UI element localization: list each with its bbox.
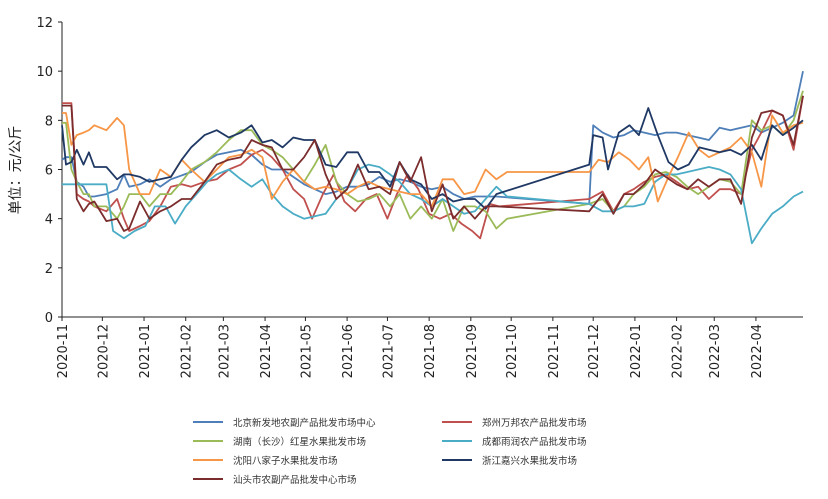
y-tick-label: 6 <box>45 164 53 179</box>
x-tick-label: 2021-05 <box>299 324 314 378</box>
x-tick-label: 2021-12 <box>587 324 602 378</box>
y-tick-label: 0 <box>45 311 53 326</box>
series-line-5 <box>61 107 804 210</box>
legend: 北京新发地农副产品批发市场中心 郑州万邦农产品批发市场湖南（长沙）红星水果批发市场… <box>193 417 587 486</box>
x-tick-label: 2021-04 <box>259 324 274 378</box>
legend-label: 汕头市农副产品批发中心市场 <box>233 474 357 486</box>
x-tick-label: 2021-03 <box>217 324 232 378</box>
x-tick-label: 2022-04 <box>750 324 765 378</box>
legend-label: 沈阳八家子水果批发市场 <box>233 455 338 467</box>
x-tick-label: 2022-01 <box>629 324 644 378</box>
x-tick-group: 2020-11 2020-12 2021-01 2021-02 2021-03 2021-… <box>56 317 765 378</box>
x-tick-label: 2021-02 <box>180 324 195 378</box>
x-tick-label: 2021-09 <box>465 324 480 378</box>
y-tick-label: 4 <box>45 213 53 228</box>
x-tick-label: 2021-06 <box>341 324 356 378</box>
legend-label: 湖南（长沙）红星水果批发市场 <box>233 436 366 448</box>
series-line-6 <box>62 95 804 232</box>
y-tick-label: 10 <box>36 65 53 80</box>
x-tick-label: 2021-08 <box>423 324 438 378</box>
legend-item: 沈阳八家子水果批发市场 <box>193 455 338 467</box>
legend-item: 浙江嘉兴水果批发市场 <box>442 455 577 467</box>
series-line-4 <box>62 112 804 208</box>
legend-item: 郑州万邦农产品批发市场 <box>442 417 587 429</box>
y-axis-title: 单位：元/公斤 <box>8 126 24 215</box>
legend-label: 成都雨润农产品批发市场 <box>482 436 587 448</box>
legend-item: 北京新发地农副产品批发市场中心 <box>193 417 376 429</box>
y-tick-label: 2 <box>45 262 53 277</box>
legend-item: 湖南（长沙）红星水果批发市场 <box>193 436 366 448</box>
series-lines <box>61 71 804 245</box>
y-tick-group: 0 2 4 6 8 10 12 <box>36 16 62 326</box>
x-tick-label: 2020-12 <box>96 324 111 378</box>
legend-item: 汕头市农副产品批发中心市场 <box>193 474 357 486</box>
x-tick-label: 2022-03 <box>708 324 723 378</box>
x-tick-label: 2021-10 <box>505 324 520 378</box>
legend-label: 郑州万邦农产品批发市场 <box>482 417 587 429</box>
legend-label: 北京新发地农副产品批发市场中心 <box>233 417 376 429</box>
y-tick-label: 8 <box>45 114 53 129</box>
x-tick-label: 2022-02 <box>671 324 686 378</box>
x-tick-label: 2021-01 <box>138 324 153 378</box>
x-tick-label: 2020-11 <box>56 324 71 378</box>
x-tick-label: 2021-07 <box>381 324 396 378</box>
x-tick-label: 2021-11 <box>547 324 562 378</box>
y-tick-label: 12 <box>36 16 53 31</box>
legend-item: 成都雨润农产品批发市场 <box>442 436 587 448</box>
legend-label: 浙江嘉兴水果批发市场 <box>482 455 577 467</box>
